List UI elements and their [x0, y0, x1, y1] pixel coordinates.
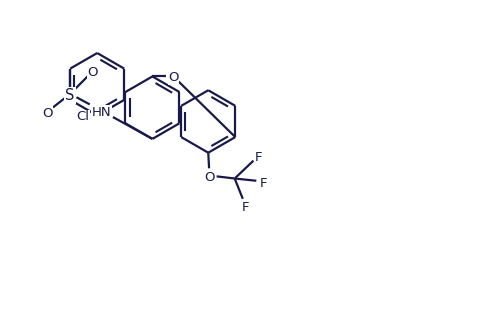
Text: HN: HN — [91, 106, 111, 119]
Text: O: O — [88, 66, 98, 79]
Text: O: O — [168, 71, 179, 84]
Text: O: O — [204, 170, 215, 183]
Text: F: F — [260, 177, 267, 190]
Text: Cl: Cl — [76, 111, 90, 124]
Text: F: F — [242, 200, 249, 214]
Text: O: O — [42, 107, 53, 120]
Text: F: F — [255, 151, 262, 164]
Text: S: S — [66, 88, 75, 103]
